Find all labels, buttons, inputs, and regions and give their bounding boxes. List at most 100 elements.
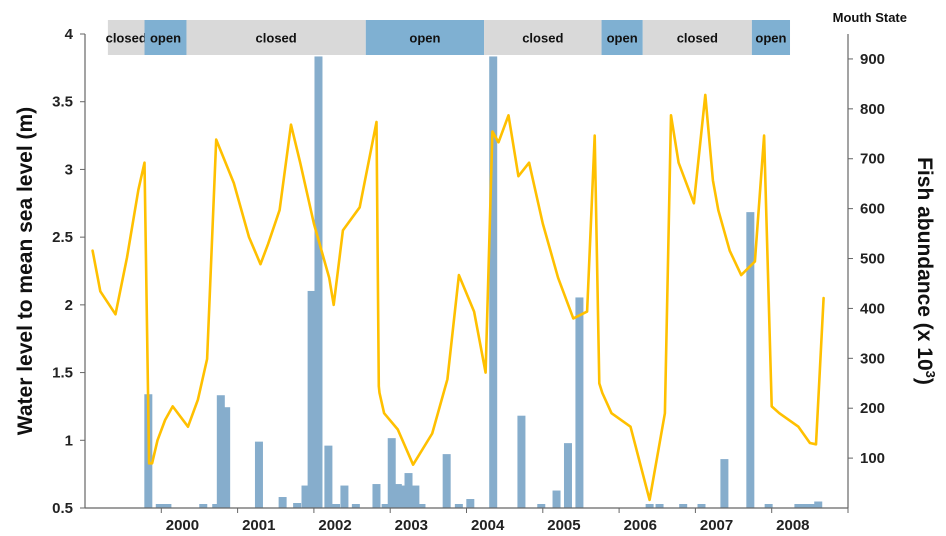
fish-abundance-bar	[764, 504, 773, 508]
mouth-state-label: closed	[256, 31, 297, 46]
x-tick-label: 2006	[624, 517, 657, 534]
x-tick-label: 2007	[700, 517, 733, 534]
fish-abundance-bar	[332, 504, 341, 508]
right-axis-title-close: )	[913, 378, 936, 385]
fish-abundance-bar	[552, 490, 561, 508]
fish-abundance-bar	[216, 395, 225, 508]
right-y-axis-ticks: 100 200 300 400 500 600 700 800 900	[848, 51, 885, 467]
left-y-axis-ticks: 0.5 1 1.5 2 2.5 3 3.5 4	[52, 26, 85, 517]
mouth-state-segment-open	[601, 20, 643, 55]
fish-abundance-bar	[372, 484, 381, 508]
fish-abundance-bar	[417, 504, 426, 508]
fish-abundance-bar	[212, 504, 221, 508]
mouth-state-segment-open	[365, 20, 485, 55]
fish-abundance-bar	[393, 484, 402, 508]
x-tick-label: 2008	[776, 517, 809, 534]
left-axis-title: Water level to mean sea level (m)	[14, 107, 37, 435]
fish-abundance-bar	[517, 415, 526, 508]
fish-abundance-bar	[814, 501, 823, 508]
fish-abundance-bar	[537, 504, 546, 508]
fish-abundance-bar	[163, 504, 172, 508]
mouth-state-segment-closed	[186, 20, 366, 55]
fish-abundance-bar	[293, 503, 302, 508]
mouth-state-label: open	[150, 31, 181, 46]
left-y-tick-label: 1	[65, 432, 73, 449]
fish-abundance-bar	[802, 504, 811, 508]
mouth-state-label: open	[409, 31, 440, 46]
fish-abundance-bar	[381, 504, 390, 508]
fish-abundance-bar	[411, 485, 420, 508]
fish-abundance-bar	[314, 56, 323, 508]
fish-abundance-bar	[278, 497, 287, 508]
water-level-line-group	[91, 93, 825, 502]
x-tick-label: 2000	[166, 517, 199, 534]
right-y-tick-label: 200	[860, 400, 885, 417]
x-tick-label: 2003	[395, 517, 428, 534]
left-y-tick-label: 3	[65, 161, 73, 178]
fish-abundance-bar	[720, 459, 729, 508]
fish-abundance-bar	[404, 473, 413, 508]
left-y-tick-label: 2	[65, 297, 73, 314]
left-y-tick-label: 3.5	[52, 94, 73, 111]
fish-abundance-bar	[254, 441, 263, 508]
fish-abundance-bar	[809, 504, 818, 508]
right-y-tick-label: 300	[860, 350, 885, 367]
mouth-state-label: open	[755, 31, 786, 46]
x-axis-ticks: 2000 2001 2002 2003 2004 2005 2006 2007 2008	[160, 508, 849, 534]
x-tick-label: 2001	[242, 517, 275, 534]
fish-abundance-bar	[746, 212, 755, 508]
left-y-tick-label: 1.5	[52, 365, 73, 382]
left-y-tick-label: 0.5	[52, 500, 73, 517]
x-tick-label: 2004	[471, 517, 505, 534]
fish-abundance-bar	[324, 445, 333, 508]
right-axis-title-sup: 3	[923, 371, 938, 378]
fish-abundance-bars	[144, 56, 823, 508]
mouth-state-label: closed	[522, 31, 563, 46]
right-y-tick-label: 800	[860, 101, 885, 118]
mouth-state-segment-open	[144, 20, 187, 55]
fish-abundance-bar	[454, 504, 463, 508]
right-axis-title: Fish abundance (x 103)	[913, 157, 938, 385]
right-y-tick-label: 400	[860, 300, 885, 317]
fish-abundance-bar	[575, 297, 584, 508]
fish-abundance-bar	[307, 290, 316, 508]
mouth-state-band: closed open closed open closed open closed open	[106, 20, 791, 55]
fish-abundance-bar	[199, 504, 208, 508]
right-axis-title-main: Fish abundance (x 10	[913, 157, 936, 371]
x-tick-label: 2005	[547, 517, 580, 534]
left-y-tick-label: 2.5	[52, 229, 73, 246]
mouth-state-label: open	[607, 31, 638, 46]
x-tick-label: 2002	[318, 517, 351, 534]
fish-abundance-bar	[301, 485, 310, 508]
right-y-tick-label: 100	[860, 450, 885, 467]
axes	[84, 34, 849, 509]
fish-abundance-bar	[697, 504, 706, 508]
mouth-state-label: closed	[106, 31, 147, 46]
mouth-state-segment-closed	[642, 20, 752, 55]
fish-abundance-bar	[645, 504, 654, 508]
mouth-state-title: Mouth State	[833, 10, 907, 25]
fish-abundance-bar	[442, 454, 451, 508]
fish-abundance-bar	[398, 485, 407, 508]
fish-abundance-bar	[679, 504, 688, 508]
mouth-state-label: closed	[677, 31, 718, 46]
fish-abundance-bar	[340, 485, 349, 508]
mouth-state-segment-open	[751, 20, 791, 55]
fish-abundance-bar	[466, 499, 475, 508]
fish-abundance-bar	[155, 504, 164, 508]
right-y-tick-label: 700	[860, 151, 885, 168]
mouth-state-segment-closed	[484, 20, 602, 55]
fish-abundance-bar	[222, 407, 231, 508]
fish-abundance-bar	[655, 504, 664, 508]
fish-abundance-bar	[387, 438, 396, 508]
left-y-tick-label: 4	[65, 26, 74, 43]
fish-abundance-bar	[563, 443, 572, 508]
right-y-tick-label: 500	[860, 251, 885, 268]
mouth-state-segment-closed	[107, 20, 145, 55]
fish-abundance-bar	[351, 504, 360, 508]
right-y-tick-label: 600	[860, 201, 885, 218]
fish-abundance-bar	[489, 56, 498, 508]
water-level-line	[91, 93, 825, 502]
right-y-tick-label: 900	[860, 51, 885, 68]
